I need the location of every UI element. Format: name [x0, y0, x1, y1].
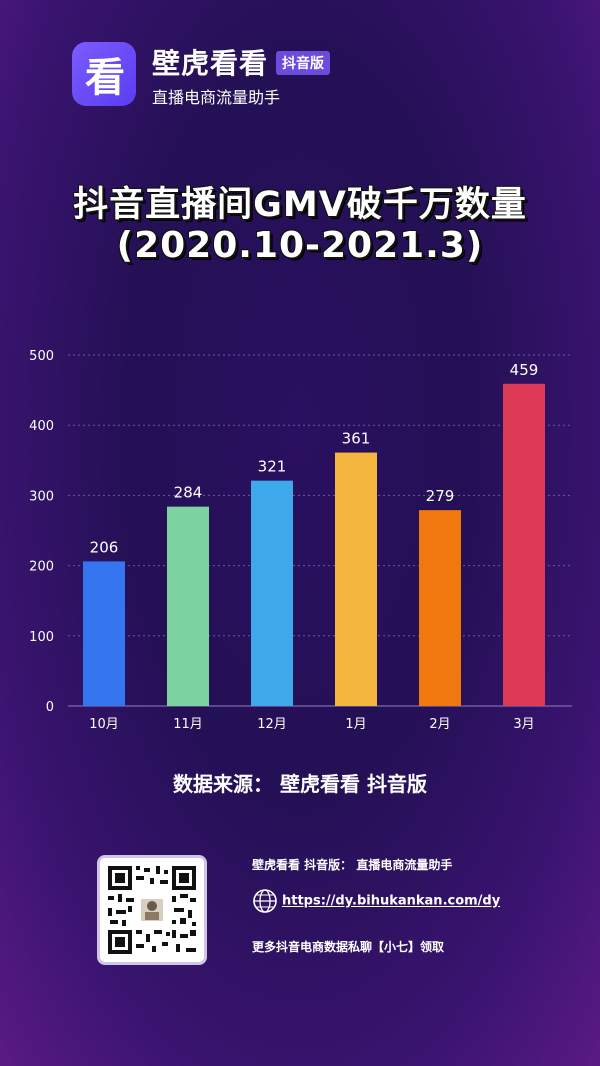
globe-icon — [253, 889, 277, 913]
footer-tagline: 壁虎看看 抖音版： 直播电商流量助手 — [252, 858, 453, 872]
data-label: 361 — [342, 430, 371, 448]
qr-code-icon — [106, 864, 198, 956]
chart-title: 抖音直播间GMV破千万数量 — [73, 185, 527, 225]
app-logo: 看 — [72, 42, 136, 106]
data-label: 206 — [90, 538, 119, 556]
footer-contact-note: 更多抖音电商数据私聊【小七】领取 — [252, 940, 445, 954]
bar — [503, 383, 545, 706]
footer-link-row: https://dy.bihukankan.com/dy — [252, 888, 500, 914]
brand-tag-badge: 抖音版 — [276, 51, 331, 75]
x-tick-label: 3月 — [513, 717, 534, 732]
y-tick-label: 200 — [29, 560, 54, 575]
y-tick-label: 300 — [29, 489, 54, 504]
y-tick-label: 400 — [29, 419, 54, 434]
data-source: 数据来源： 壁虎看看 抖音版 — [173, 772, 427, 796]
brand-title-row: 壁虎看看 抖音版 — [152, 42, 331, 82]
bar — [419, 510, 461, 706]
bar-chart: 0 100 200 300 400 500 206 10月 284 11月 321 12月 361 1月 2… — [29, 349, 572, 732]
bar — [83, 561, 125, 706]
x-tick-label: 11月 — [173, 717, 203, 732]
data-label: 321 — [258, 458, 287, 476]
brand-name: 壁虎看看 — [152, 47, 269, 80]
data-label: 459 — [510, 361, 539, 379]
x-tick-label: 2月 — [429, 717, 450, 732]
website-link[interactable]: https://dy.bihukankan.com/dy — [282, 893, 501, 909]
chart-date-range: (2020.10-2021.3) — [116, 225, 484, 266]
x-tick-label: 10月 — [89, 717, 119, 732]
x-tick-label: 1月 — [345, 717, 366, 732]
bar — [335, 452, 377, 706]
bar — [167, 506, 209, 706]
data-label: 284 — [174, 484, 203, 502]
data-label: 279 — [426, 487, 455, 505]
x-tick-label: 12月 — [257, 717, 287, 732]
y-tick-label: 100 — [29, 630, 54, 645]
qr-code[interactable] — [97, 855, 207, 965]
y-tick-label: 500 — [29, 349, 54, 364]
logo-glyph: 看 — [85, 55, 125, 101]
y-tick-label: 0 — [46, 700, 54, 715]
bar — [251, 480, 293, 706]
brand-subtitle: 直播电商流量助手 — [152, 88, 281, 107]
